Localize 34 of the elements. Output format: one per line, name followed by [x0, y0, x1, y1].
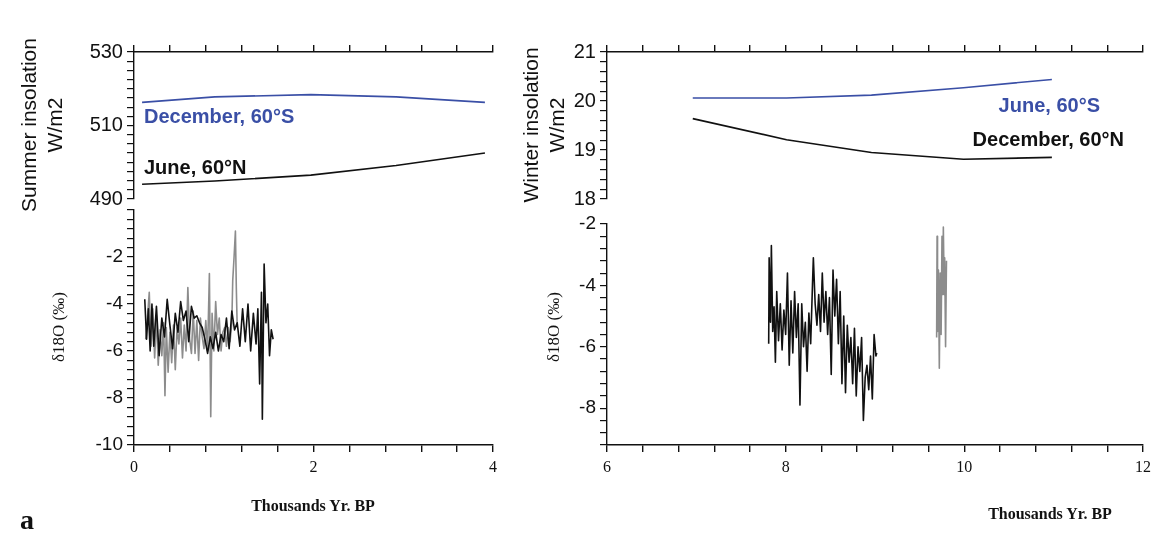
text: a: [20, 504, 34, 536]
y-axis-title: Summer insolation W/m2: [16, 38, 66, 212]
y-tick-label: 510: [89, 113, 123, 136]
x-tick-label: 6: [603, 457, 611, 475]
x-tick-label: 0: [130, 457, 138, 475]
y-tick-label: -10: [95, 433, 123, 455]
y-tick-label: 21: [573, 39, 596, 62]
y-tick-label: -8: [579, 396, 596, 418]
x-axis-title: Thousands Yr. BP: [251, 497, 376, 515]
series-label: December, 60°S: [144, 104, 295, 127]
x-tick-label: 12: [1135, 457, 1151, 475]
y-tick-label: -6: [106, 339, 123, 361]
y-axis-title: δ18O (‰): [49, 292, 69, 362]
y-tick-label: -8: [106, 386, 123, 408]
x-tick-label: 2: [309, 457, 318, 475]
series-label: June, 60°S: [998, 93, 1100, 116]
series-label: June, 60°N: [144, 155, 247, 178]
y-tick-label: -2: [106, 245, 123, 267]
y-tick-label: 490: [89, 186, 123, 209]
y-tick-label: -4: [106, 292, 124, 314]
x-tick-label: 10: [956, 457, 973, 475]
x-tick-label: 4: [489, 457, 497, 475]
series-label: December, 60°N: [972, 127, 1124, 150]
y-tick-label: 18: [573, 186, 596, 209]
y-tick-label: -6: [579, 335, 596, 357]
y-axis-title: Winter insolation W/m2: [518, 47, 568, 203]
y-tick-label: 20: [573, 88, 596, 111]
y-tick-label: 19: [573, 137, 596, 160]
y-tick-label: -4: [579, 273, 597, 295]
y-axis-title: δ18O (‰): [544, 292, 564, 362]
x-axis-title: Thousands Yr. BP: [988, 505, 1113, 523]
x-tick-label: 8: [781, 457, 790, 475]
y-tick-label: -2: [579, 212, 596, 234]
y-tick-label: 530: [89, 39, 123, 62]
